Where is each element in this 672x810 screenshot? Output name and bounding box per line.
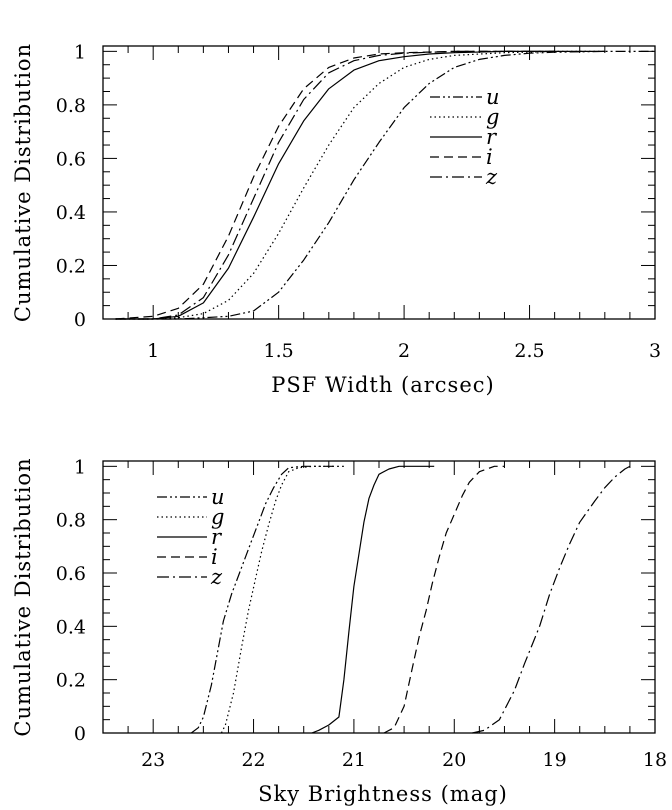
y-axis-label: Cumulative Distribution [11,457,35,736]
series-line-r [115,50,605,320]
y-tick-label: 0.4 [56,616,86,638]
plot-frame [102,45,656,320]
legend-label-r: r [486,125,498,149]
x-tick-label: 22 [241,749,265,771]
psf-width-panel: 1 1.5 2 2.5 3 0 0.2 0.4 0.6 0.8 1 PSF Width (arcsec… [11,41,661,397]
x-tick-label: 21 [342,749,366,771]
series-line-z [115,50,555,320]
legend-label-z: z [210,565,223,589]
x-tick-label: 3 [649,340,661,362]
legend-label-r: r [211,525,223,549]
y-tick-label: 1 [74,41,86,63]
x-tick-label: 1 [147,340,159,362]
series-line-u [190,465,344,734]
y-tick-label: 0.4 [56,202,86,224]
legend-label-i: i [211,545,218,569]
series-line-z [472,465,631,734]
legend-label-g: g [211,505,224,529]
y-tick-label: 0.2 [56,670,86,692]
y-tick-label: 0.6 [56,148,86,170]
series-line-r [311,465,435,734]
x-axis-label: Sky Brightness (mag) [258,782,508,806]
y-tick-label: 0.8 [56,95,86,117]
y-tick-label: 0.2 [56,255,86,277]
x-tick-label: 1.5 [264,340,294,362]
series-line-i [383,465,505,734]
series-line-g [220,465,334,734]
legend-label-u: u [211,485,225,509]
y-tick-label: 1 [74,456,86,478]
x-tick-label: 23 [141,749,165,771]
y-tick-label: 0 [74,723,86,745]
y-tick-label: 0.6 [56,563,86,585]
legend-label-g: g [486,105,499,129]
x-tick-label: 19 [543,749,567,771]
x-axis-label: PSF Width (arcsec) [271,373,494,397]
y-axis-label: Cumulative Distribution [11,43,35,322]
y-tick-label: 0.8 [56,510,86,532]
x-tick-label: 2 [398,340,410,362]
legend-label-z: z [485,165,498,189]
x-tick-label: 20 [442,749,466,771]
series-line-g [115,50,605,320]
legend-label-i: i [486,145,493,169]
x-tick-label: 18 [643,749,667,771]
legend-label-u: u [486,85,500,109]
x-tick-label: 2.5 [514,340,544,362]
plot-frame [102,460,656,734]
y-tick-label: 0 [74,309,86,331]
sky-brightness-panel: 23 22 21 20 19 18 0 0.2 0.4 0.6 0.8 1 Sky Brightness… [11,456,667,806]
series-line-u [115,50,655,320]
